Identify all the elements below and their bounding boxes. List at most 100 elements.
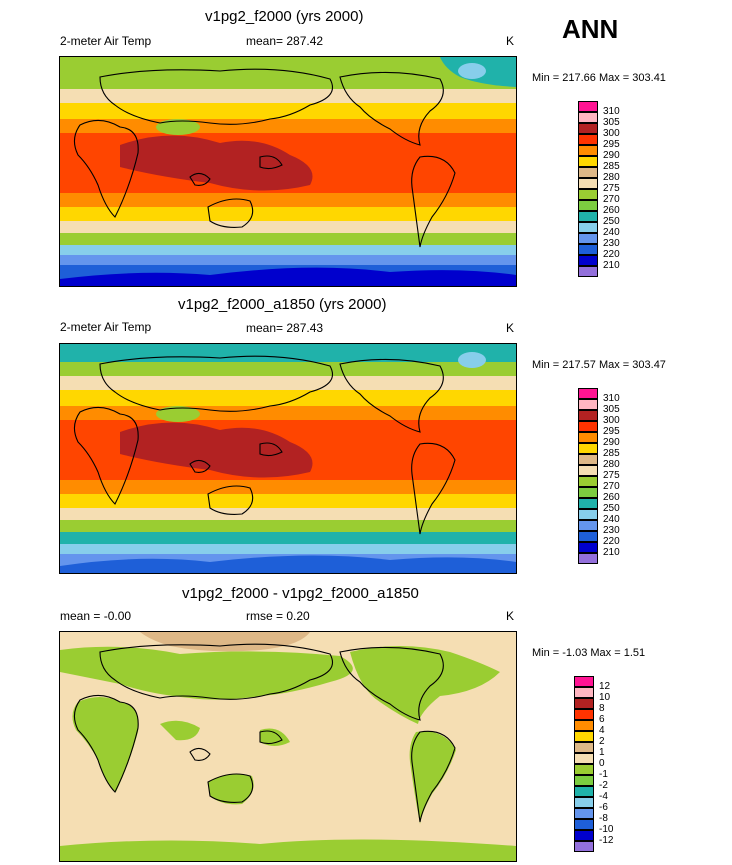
- panel-3-rmse-label: rmse = 0.20: [246, 609, 310, 623]
- colorbar-label: 210: [603, 260, 620, 271]
- colorbar-swatch: [578, 123, 598, 134]
- colorbar-label: 2: [599, 736, 605, 747]
- colorbar-label: 275: [603, 470, 620, 481]
- colorbar-label: 290: [603, 150, 620, 161]
- panel-2-minmax: Min = 217.57 Max = 303.47: [532, 359, 666, 371]
- colorbar-swatch: [578, 476, 598, 487]
- colorbar-label: 230: [603, 525, 620, 536]
- colorbar-swatch: [578, 553, 598, 564]
- colorbar-swatch: [574, 698, 594, 709]
- colorbar-label: 300: [603, 128, 620, 139]
- colorbar-label: 12: [599, 681, 611, 692]
- colorbar-swatch: [574, 709, 594, 720]
- colorbar-swatch: [578, 465, 598, 476]
- colorbar-label: -1: [599, 769, 608, 780]
- panel-1-units: K: [506, 34, 515, 48]
- panel-1-mean-label: mean= 287.42: [246, 34, 324, 48]
- colorbar-swatch: [574, 731, 594, 742]
- colorbar-label: -4: [599, 791, 608, 802]
- panel-2-units: K: [506, 321, 515, 335]
- colorbar-swatch: [574, 742, 594, 753]
- colorbar-label: 295: [603, 139, 620, 150]
- colorbar-swatch: [574, 775, 594, 786]
- panel-2-title: v1pg2_f2000_a1850 (yrs 2000): [178, 296, 387, 313]
- panel-3-minmax: Min = -1.03 Max = 1.51: [532, 647, 646, 659]
- colorbar-swatch: [578, 233, 598, 244]
- colorbar-swatch: [578, 399, 598, 410]
- colorbar-label: 6: [599, 714, 605, 725]
- colorbar-swatch: [574, 841, 594, 852]
- colorbar-label: 310: [603, 393, 620, 404]
- colorbar-swatch: [578, 112, 598, 123]
- colorbar-label: 270: [603, 481, 620, 492]
- colorbar-swatch: [574, 819, 594, 830]
- colorbar-swatch: [578, 520, 598, 531]
- colorbar-swatch: [578, 498, 598, 509]
- colorbar-swatch: [578, 432, 598, 443]
- panel-2-mean-label: mean= 287.43: [246, 321, 324, 335]
- colorbar-label: -8: [599, 813, 608, 824]
- colorbar-label: 230: [603, 238, 620, 249]
- colorbar-label: -2: [599, 780, 608, 791]
- colorbar-label: -12: [599, 835, 614, 846]
- panel-2-map: [59, 343, 517, 574]
- colorbar-label: 305: [603, 117, 620, 128]
- colorbar-swatch: [578, 244, 598, 255]
- colorbar-swatch: [574, 797, 594, 808]
- colorbar-label: 1: [599, 747, 605, 758]
- colorbar-label: 4: [599, 725, 605, 736]
- panel-3-mean-label: mean = -0.00: [60, 609, 132, 623]
- colorbar-label: 270: [603, 194, 620, 205]
- colorbar-label: 275: [603, 183, 620, 194]
- colorbar-swatch: [578, 266, 598, 277]
- colorbar-swatch: [578, 509, 598, 520]
- colorbar-swatch: [578, 145, 598, 156]
- colorbar-swatch: [578, 101, 598, 112]
- colorbar-swatch: [578, 410, 598, 421]
- colorbar-label: 295: [603, 426, 620, 437]
- panel-3-map: [59, 631, 517, 862]
- colorbar-swatch: [578, 487, 598, 498]
- colorbar-swatch: [578, 454, 598, 465]
- colorbar-label: 8: [599, 703, 605, 714]
- colorbar-swatch: [578, 178, 598, 189]
- colorbar-swatch: [574, 676, 594, 687]
- colorbar-label: 240: [603, 514, 620, 525]
- colorbar-label: 290: [603, 437, 620, 448]
- panel-1-map: [59, 56, 517, 287]
- colorbar-label: 0: [599, 758, 605, 769]
- colorbar-label: 10: [599, 692, 611, 703]
- colorbar-label: 310: [603, 106, 620, 117]
- colorbar-swatch: [578, 421, 598, 432]
- colorbar-swatch: [578, 200, 598, 211]
- colorbar-label: 285: [603, 161, 620, 172]
- season-label: ANN: [562, 14, 619, 44]
- colorbar-swatch: [578, 531, 598, 542]
- colorbar-swatch: [578, 443, 598, 454]
- colorbar-swatch: [578, 134, 598, 145]
- colorbar-label: 260: [603, 205, 620, 216]
- colorbar-swatch: [574, 830, 594, 841]
- colorbar-swatch: [574, 764, 594, 775]
- colorbar-swatch: [574, 720, 594, 731]
- colorbar-label: 240: [603, 227, 620, 238]
- colorbar-label: 210: [603, 547, 620, 558]
- colorbar-swatch: [578, 167, 598, 178]
- panel-3-title: v1pg2_f2000 - v1pg2_f2000_a1850: [182, 585, 419, 602]
- panel-3-units: K: [506, 609, 515, 623]
- colorbar-label: 305: [603, 404, 620, 415]
- colorbar-swatch: [574, 808, 594, 819]
- colorbar-swatch: [578, 211, 598, 222]
- colorbar-label: -6: [599, 802, 608, 813]
- colorbar-label: 220: [603, 536, 620, 547]
- colorbar-label: -10: [599, 824, 614, 835]
- panel-1-minmax: Min = 217.66 Max = 303.41: [532, 72, 666, 84]
- colorbar-label: 285: [603, 448, 620, 459]
- colorbar-swatch: [574, 753, 594, 764]
- colorbar-swatch: [578, 189, 598, 200]
- colorbar-label: 250: [603, 503, 620, 514]
- colorbar-label: 260: [603, 492, 620, 503]
- colorbar-label: 220: [603, 249, 620, 260]
- colorbar-swatch: [578, 255, 598, 266]
- panel-1-title: v1pg2_f2000 (yrs 2000): [205, 8, 364, 25]
